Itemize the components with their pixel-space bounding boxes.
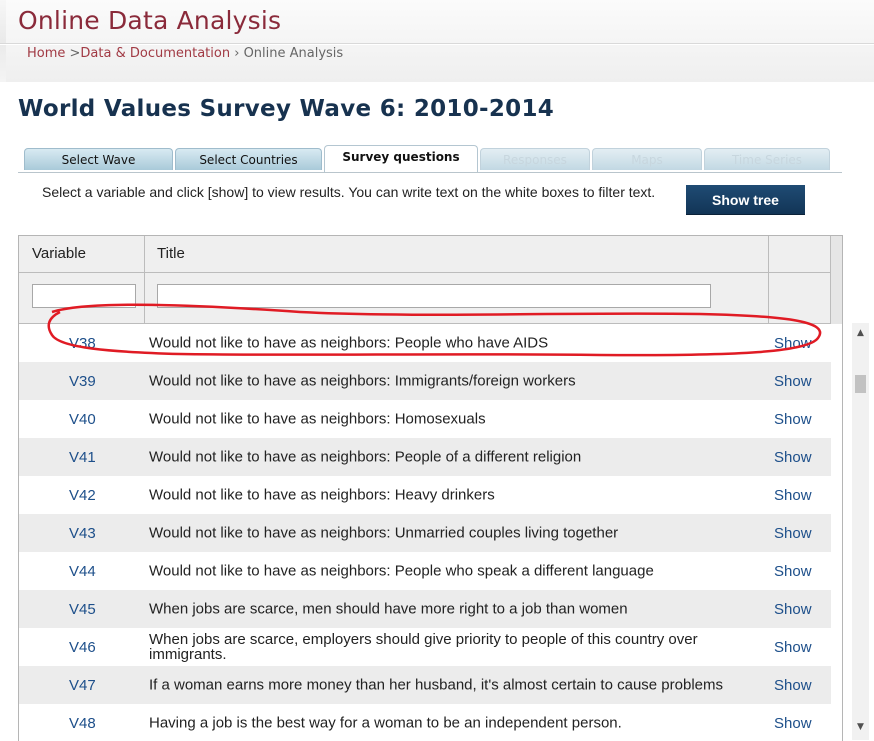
app-title: Online Data Analysis (18, 6, 282, 35)
table-row[interactable]: V39 Would not like to have as neighbors:… (19, 362, 831, 400)
column-divider (830, 236, 831, 324)
breadcrumb-current: Online Analysis (243, 46, 344, 61)
table-row[interactable]: V44 Would not like to have as neighbors:… (19, 552, 831, 590)
tab-select-countries[interactable]: Select Countries (175, 148, 322, 170)
show-link[interactable]: Show (774, 487, 812, 504)
tab-bar: Select Wave Select Countries Survey ques… (22, 145, 832, 173)
show-link[interactable]: Show (774, 373, 812, 390)
header-band (0, 0, 874, 82)
variable-title: Would not like to have as neighbors: Peo… (149, 562, 654, 580)
table-row[interactable]: V47 If a woman earns more money than her… (19, 666, 831, 704)
variable-title: Having a job is the best way for a woman… (149, 714, 622, 732)
variable-code[interactable]: V47 (69, 677, 96, 694)
tab-responses: Responses (480, 148, 590, 170)
header-divider (0, 44, 874, 45)
show-link[interactable]: Show (774, 563, 812, 580)
variable-code[interactable]: V44 (69, 563, 96, 580)
table-row[interactable]: V43 Would not like to have as neighbors:… (19, 514, 831, 552)
tab-select-wave[interactable]: Select Wave (24, 148, 173, 170)
variable-code[interactable]: V40 (69, 411, 96, 428)
scrollbar-thumb[interactable] (855, 375, 866, 393)
column-divider (768, 236, 769, 324)
variable-code[interactable]: V38 (69, 335, 96, 352)
variable-code[interactable]: V46 (69, 639, 96, 656)
variable-title: When jobs are scarce, employers should g… (149, 631, 698, 663)
variable-title: If a woman earns more money than her hus… (149, 676, 723, 694)
table-row[interactable]: V42 Would not like to have as neighbors:… (19, 476, 831, 514)
variable-title: Would not like to have as neighbors: Imm… (149, 372, 576, 390)
table-row[interactable]: V41 Would not like to have as neighbors:… (19, 438, 831, 476)
breadcrumb-separator: › (230, 46, 244, 61)
column-header-title[interactable]: Title (157, 245, 185, 262)
variable-title: Would not like to have as neighbors: Unm… (149, 524, 619, 542)
variable-title: Would not like to have as neighbors: Hom… (149, 410, 486, 428)
column-divider (144, 236, 145, 324)
variable-code[interactable]: V45 (69, 601, 96, 618)
variable-title: When jobs are scarce, men should have mo… (149, 600, 628, 618)
variable-title: Would not like to have as neighbors: Hea… (149, 486, 495, 504)
tab-survey-questions[interactable]: Survey questions (324, 145, 478, 172)
variables-list: V38 Would not like to have as neighbors:… (19, 324, 831, 741)
tab-time-series: Time Series (704, 148, 830, 170)
show-link[interactable]: Show (774, 639, 812, 656)
grid-header: Variable Title (19, 236, 831, 324)
tabs-baseline (18, 172, 842, 173)
show-link[interactable]: Show (774, 525, 812, 542)
breadcrumb-home[interactable]: Home (27, 46, 66, 61)
vertical-scrollbar[interactable]: ▲ ▼ (852, 323, 869, 740)
show-link[interactable]: Show (774, 335, 812, 352)
scroll-down-icon[interactable]: ▼ (857, 722, 864, 732)
show-link[interactable]: Show (774, 677, 812, 694)
variables-grid: Variable Title V38 Would not like to hav… (18, 235, 843, 741)
breadcrumb-separator: > (65, 46, 81, 61)
variable-code[interactable]: V48 (69, 715, 96, 732)
title-filter-input[interactable] (157, 284, 711, 308)
show-tree-button[interactable]: Show tree (686, 185, 805, 214)
breadcrumb-data-documentation[interactable]: Data & Documentation (80, 46, 231, 61)
page-title: World Values Survey Wave 6: 2010-2014 (18, 96, 555, 122)
show-link[interactable]: Show (774, 601, 812, 618)
variable-code[interactable]: V42 (69, 487, 96, 504)
header-scroll-gutter (831, 236, 842, 324)
table-row[interactable]: V40 Would not like to have as neighbors:… (19, 400, 831, 438)
column-header-variable[interactable]: Variable (32, 245, 86, 262)
table-row[interactable]: V46 When jobs are scarce, employers shou… (19, 628, 831, 666)
scroll-up-icon[interactable]: ▲ (857, 328, 864, 338)
table-row[interactable]: V45 When jobs are scarce, men should hav… (19, 590, 831, 628)
show-link[interactable]: Show (774, 715, 812, 732)
variable-filter-input[interactable] (32, 284, 136, 308)
table-row[interactable]: V48 Having a job is the best way for a w… (19, 704, 831, 741)
variable-title: Would not like to have as neighbors: Peo… (149, 448, 582, 466)
breadcrumb: Home >Data & Documentation › Online Anal… (27, 46, 343, 61)
show-link[interactable]: Show (774, 411, 812, 428)
variable-title: Would not like to have as neighbors: Peo… (149, 334, 549, 352)
show-link[interactable]: Show (774, 449, 812, 466)
table-row[interactable]: V38 Would not like to have as neighbors:… (19, 324, 831, 362)
tab-maps: Maps (592, 148, 702, 170)
instructions-text: Select a variable and click [show] to vi… (42, 184, 656, 200)
variable-code[interactable]: V41 (69, 449, 96, 466)
header-divider-line (19, 272, 831, 273)
variable-code[interactable]: V39 (69, 373, 96, 390)
variable-code[interactable]: V43 (69, 525, 96, 542)
header-panel (6, 0, 874, 82)
